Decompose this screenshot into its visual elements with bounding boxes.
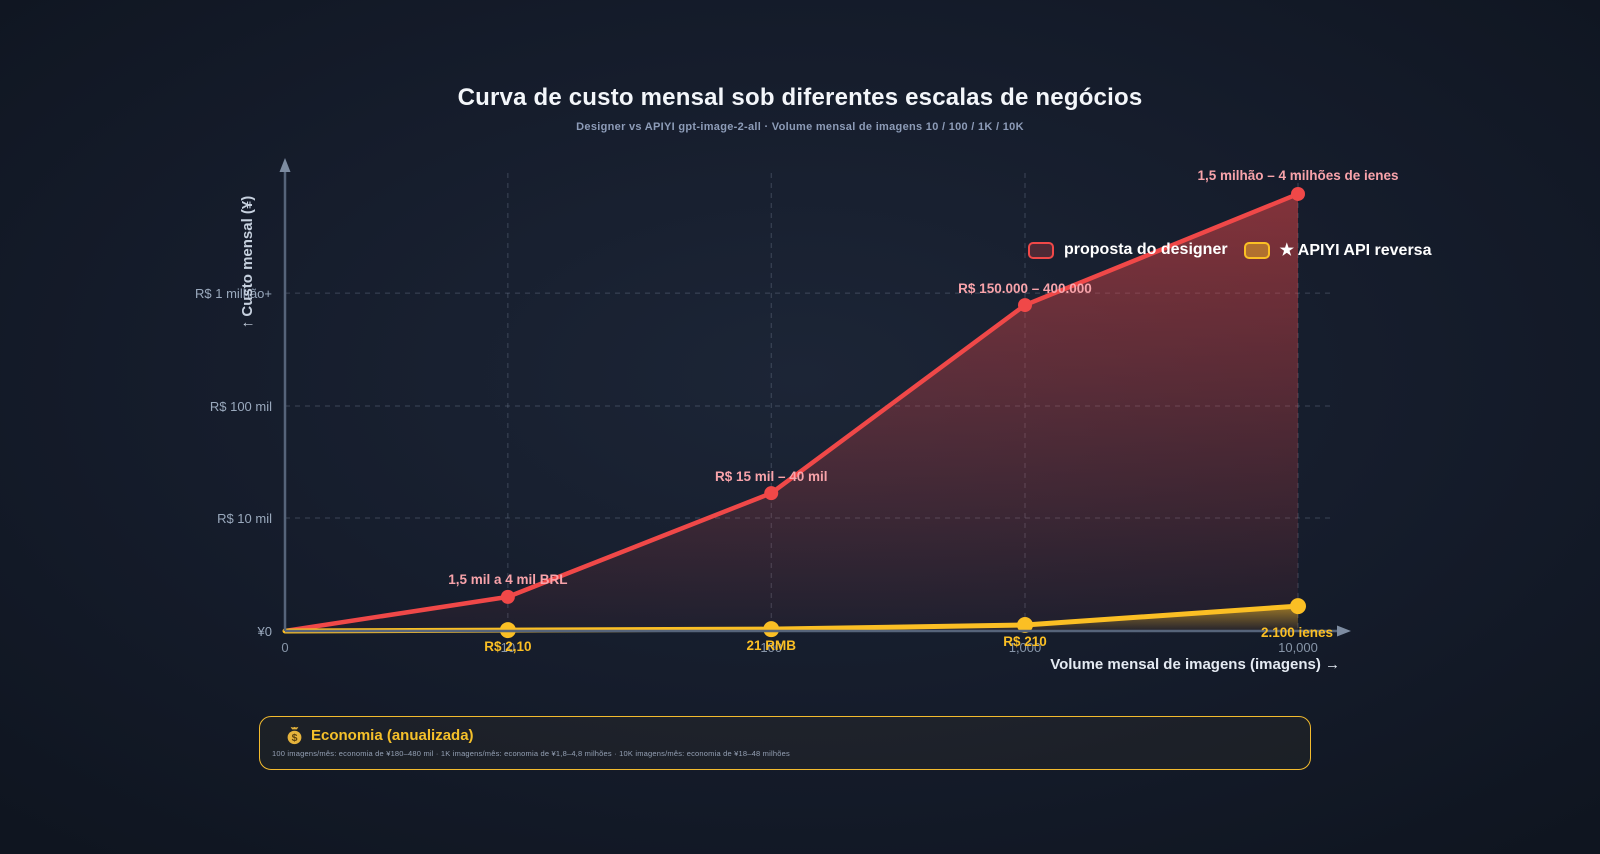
point-value-label: 1,5 mil a 4 mil BRL bbox=[448, 572, 567, 587]
money-bag-icon: $ bbox=[286, 726, 303, 745]
y-tick-label: R$ 10 mil bbox=[217, 511, 272, 526]
data-point-apiyi-1000[interactable] bbox=[1016, 617, 1033, 634]
legend-swatch-apiyi bbox=[1243, 241, 1270, 259]
x-tick-label: 100 bbox=[760, 640, 782, 655]
x-axis-title: Volume mensal de imagens (imagens) → bbox=[1050, 656, 1340, 673]
legend-swatch-designer bbox=[1028, 241, 1054, 259]
point-value-label: R$ 210 bbox=[1003, 634, 1047, 649]
data-point-designer-100[interactable] bbox=[764, 486, 779, 501]
point-value-label: 1,5 milhão – 4 milhões de ienes bbox=[1197, 168, 1398, 183]
point-value-label: 21 RMB bbox=[746, 638, 796, 653]
x-tick-label: 10,000 bbox=[1278, 640, 1318, 655]
savings-title: Economia (anualizada) bbox=[311, 727, 474, 744]
chart-legend: proposta do designer ★ APIYI API reversa bbox=[1028, 240, 1431, 260]
legend-label-designer: proposta do designer bbox=[1064, 241, 1228, 258]
data-point-apiyi-100[interactable] bbox=[763, 621, 780, 638]
point-value-label: R$ 15 mil – 40 mil bbox=[715, 469, 828, 484]
legend-item-apiyi[interactable]: ★ APIYI API reversa bbox=[1243, 240, 1432, 260]
axis-arrow-up-icon bbox=[279, 158, 291, 172]
point-value-label: 2.100 ienes bbox=[1261, 625, 1333, 640]
point-value-label: R$ 150.000 – 400.000 bbox=[958, 281, 1092, 296]
axes-layer: ↑ Custo mensal (¥) Volume mensal de imag… bbox=[239, 158, 1351, 673]
x-tick-label: 10 bbox=[501, 640, 515, 655]
legend-item-designer[interactable]: proposta do designer bbox=[1028, 241, 1228, 259]
savings-panel: $ Economia (anualizada) 100 imagens/mês:… bbox=[259, 716, 1311, 770]
data-point-apiyi-10000[interactable] bbox=[1290, 598, 1306, 615]
x-tick-label: 1,000 bbox=[1009, 640, 1042, 655]
data-point-designer-10[interactable] bbox=[500, 589, 515, 604]
svg-text:$: $ bbox=[292, 732, 298, 744]
point-value-label: R$ 2,10 bbox=[484, 639, 531, 654]
x-tick-label: 0 bbox=[281, 640, 288, 655]
savings-detail: 100 imagens/mês: economia de ¥180–480 mi… bbox=[272, 749, 790, 758]
y-tick-label: ¥0 bbox=[257, 624, 272, 639]
point-label-layer: 1,5 mil a 4 mil BRL R$ 15 mil – 40 mil R$ … bbox=[448, 168, 1398, 654]
page-subtitle: Designer vs APIYI gpt-image-2-all · Volu… bbox=[576, 121, 1024, 133]
axis-arrow-right-icon bbox=[1337, 625, 1351, 637]
series-layer bbox=[282, 186, 1306, 639]
data-point-designer-1000[interactable] bbox=[1017, 298, 1032, 313]
legend-label-apiyi: ★ APIYI API reversa bbox=[1279, 242, 1432, 259]
area-fill-designer bbox=[285, 193, 1298, 632]
y-tick-label: R$ 1 milhão+ bbox=[195, 286, 272, 301]
page-title: Curva de custo mensal sob diferentes esc… bbox=[457, 84, 1143, 111]
y-tick-label: R$ 100 mil bbox=[210, 399, 272, 414]
y-axis-title: ↑ Custo mensal (¥) bbox=[239, 196, 256, 329]
data-point-designer-10000[interactable] bbox=[1291, 186, 1305, 201]
